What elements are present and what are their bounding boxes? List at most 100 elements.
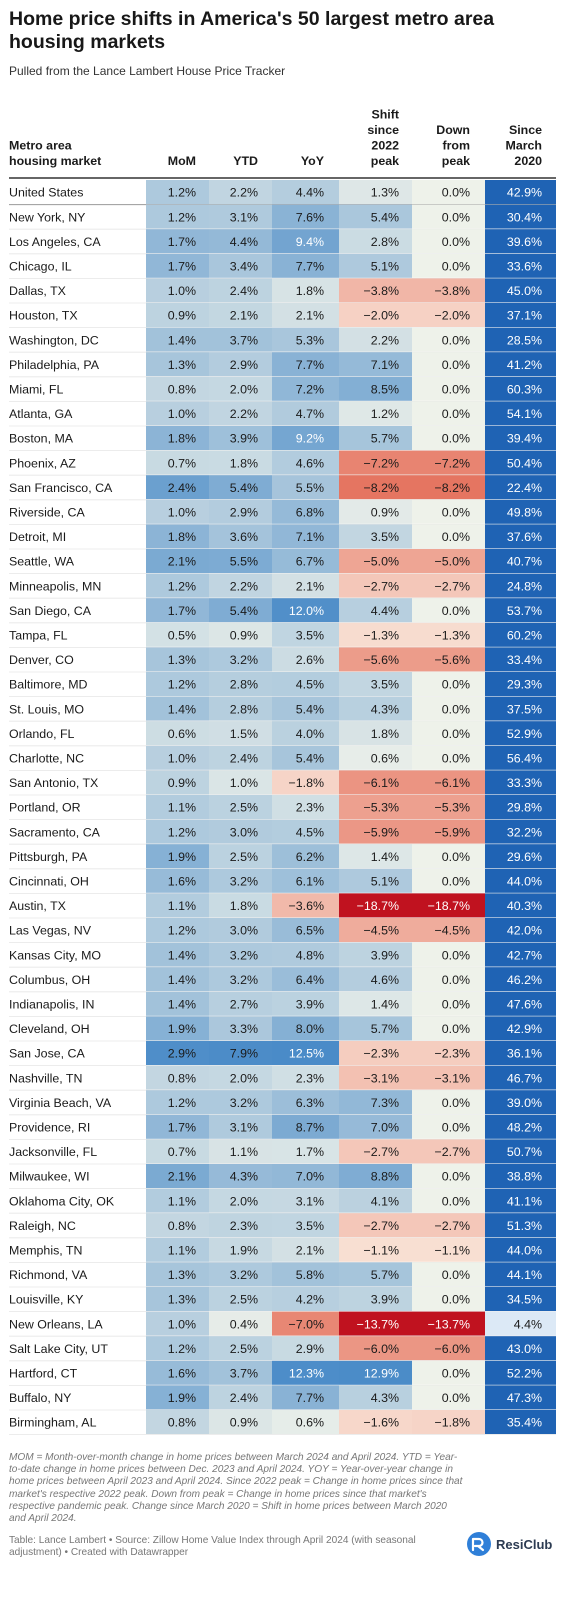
cell-bg-mom (146, 303, 209, 327)
cell-bg-since2020 (485, 1114, 556, 1139)
cell-value-since2020: 46.7% (507, 1071, 542, 1085)
cell-value-mom: 1.0% (168, 506, 196, 520)
cell-value-down: 0.0% (442, 1293, 470, 1307)
column-header-since2022-line-2: since (367, 123, 399, 137)
cell-bg-yoy (272, 770, 339, 795)
cell-bg-yoy (272, 918, 339, 942)
market-name: Kansas City, MO (9, 948, 101, 962)
cell-bg-yoy (272, 1213, 339, 1238)
cell-value-mom: 1.6% (168, 875, 196, 889)
cell-bg-down (412, 327, 485, 352)
cell-bg-since2022 (339, 1016, 412, 1041)
cell-value-down: −5.0% (435, 555, 470, 569)
cell-value-since2020: 50.7% (507, 1145, 542, 1159)
cell-bg-yoy (272, 991, 339, 1016)
cell-bg-ytd (209, 450, 272, 475)
cell-bg-yoy (272, 647, 339, 672)
cell-value-ytd: 2.5% (230, 1342, 258, 1356)
cell-bg-mom (146, 942, 209, 967)
cell-value-down: 0.0% (442, 1268, 470, 1282)
cell-bg-ytd (209, 1164, 272, 1188)
cell-value-down: −2.3% (435, 1047, 470, 1061)
cell-bg-ytd (209, 770, 272, 795)
cell-bg-down (412, 868, 485, 893)
cell-value-mom: 1.6% (168, 1367, 196, 1381)
market-name: Louisville, KY (9, 1293, 83, 1307)
cell-value-since2020: 43.0% (507, 1342, 542, 1356)
cell-bg-mom (146, 672, 209, 696)
cell-bg-ytd (209, 1188, 272, 1213)
cell-bg-since2020 (485, 1336, 556, 1361)
cell-bg-ytd (209, 819, 272, 844)
cell-bg-since2020 (485, 721, 556, 746)
cell-value-ytd: 2.8% (230, 702, 258, 716)
cell-value-yoy: 2.9% (296, 1342, 324, 1356)
column-header-since2020-line-3: 2020 (514, 154, 542, 168)
cell-bg-yoy (272, 844, 339, 869)
cell-value-mom: 2.4% (168, 481, 196, 495)
cell-bg-since2020 (485, 401, 556, 426)
chart-title: Home price shifts in America's 50 larges… (9, 8, 495, 53)
cell-bg-since2020 (485, 524, 556, 549)
cell-value-mom: 1.0% (168, 1317, 196, 1331)
cell-value-since2022: 5.7% (371, 1022, 399, 1036)
cell-bg-since2020 (485, 1410, 556, 1434)
cell-bg-since2020 (485, 1287, 556, 1311)
cell-bg-ytd (209, 475, 272, 500)
cell-value-yoy: 6.3% (296, 1096, 324, 1110)
cell-value-down: −13.7% (428, 1317, 470, 1331)
cell-value-mom: 1.9% (168, 1022, 196, 1036)
table-row: Nashville, TN 0.8% 2.0% 2.3% −3.1% −3.1% 46.7% (9, 1065, 556, 1091)
cell-value-ytd: 5.4% (230, 481, 258, 495)
cell-value-since2022: 7.0% (371, 1121, 399, 1135)
cell-bg-yoy (272, 795, 339, 819)
cell-bg-ytd (209, 1090, 272, 1115)
cell-value-yoy: 6.5% (296, 924, 324, 938)
cell-value-ytd: 2.4% (230, 284, 258, 298)
cell-value-ytd: 3.2% (230, 1096, 258, 1110)
cell-value-since2020: 48.2% (507, 1121, 542, 1135)
cell-bg-ytd (209, 918, 272, 942)
cell-value-ytd: 2.5% (230, 1293, 258, 1307)
cell-value-down: 0.0% (442, 235, 470, 249)
cell-value-since2020: 4.4% (514, 1317, 542, 1331)
cell-bg-since2022 (339, 253, 412, 278)
cell-bg-mom (146, 1262, 209, 1287)
cell-bg-since2022 (339, 1287, 412, 1311)
table-row: Boston, MA 1.8% 3.9% 9.2% 5.7% 0.0% 39.4% (9, 426, 556, 452)
cell-value-yoy: 5.3% (296, 333, 324, 347)
cell-value-since2022: 1.4% (371, 850, 399, 864)
cell-bg-yoy (272, 696, 339, 721)
cell-bg-since2022 (339, 1213, 412, 1238)
cell-value-yoy: 5.4% (296, 752, 324, 766)
cell-value-yoy: 3.5% (296, 1219, 324, 1233)
market-name: St. Louis, MO (9, 702, 84, 716)
cell-bg-since2020 (485, 1016, 556, 1041)
cell-value-mom: 1.2% (168, 186, 196, 200)
cell-bg-since2022 (339, 1262, 412, 1287)
cell-value-ytd: 3.2% (230, 1268, 258, 1282)
table-row: Jacksonville, FL 0.7% 1.1% 1.7% −2.7% −2.7% 50… (9, 1139, 556, 1165)
market-name: Riverside, CA (9, 506, 85, 520)
cell-bg-down (412, 844, 485, 869)
cell-value-since2022: 0.9% (371, 506, 399, 520)
cell-value-ytd: 3.4% (230, 260, 258, 274)
cell-bg-ytd (209, 745, 272, 770)
cell-bg-since2020 (485, 1188, 556, 1213)
cell-value-ytd: 1.8% (230, 456, 258, 470)
cell-value-since2022: −5.6% (364, 653, 399, 667)
cell-bg-down (412, 426, 485, 450)
cell-bg-ytd (209, 1065, 272, 1090)
cell-value-mom: 0.7% (168, 456, 196, 470)
cell-value-since2022: 3.9% (371, 948, 399, 962)
cell-value-since2022: 8.5% (371, 383, 399, 397)
cell-bg-mom (146, 1311, 209, 1336)
cell-bg-down (412, 229, 485, 254)
cell-bg-down (412, 1213, 485, 1238)
cell-bg-ytd (209, 253, 272, 278)
cell-value-mom: 0.6% (168, 727, 196, 741)
cell-value-since2022: 2.8% (371, 235, 399, 249)
cell-bg-since2020 (485, 622, 556, 647)
cell-value-since2022: 8.8% (371, 1170, 399, 1184)
cell-value-since2020: 42.9% (507, 186, 542, 200)
